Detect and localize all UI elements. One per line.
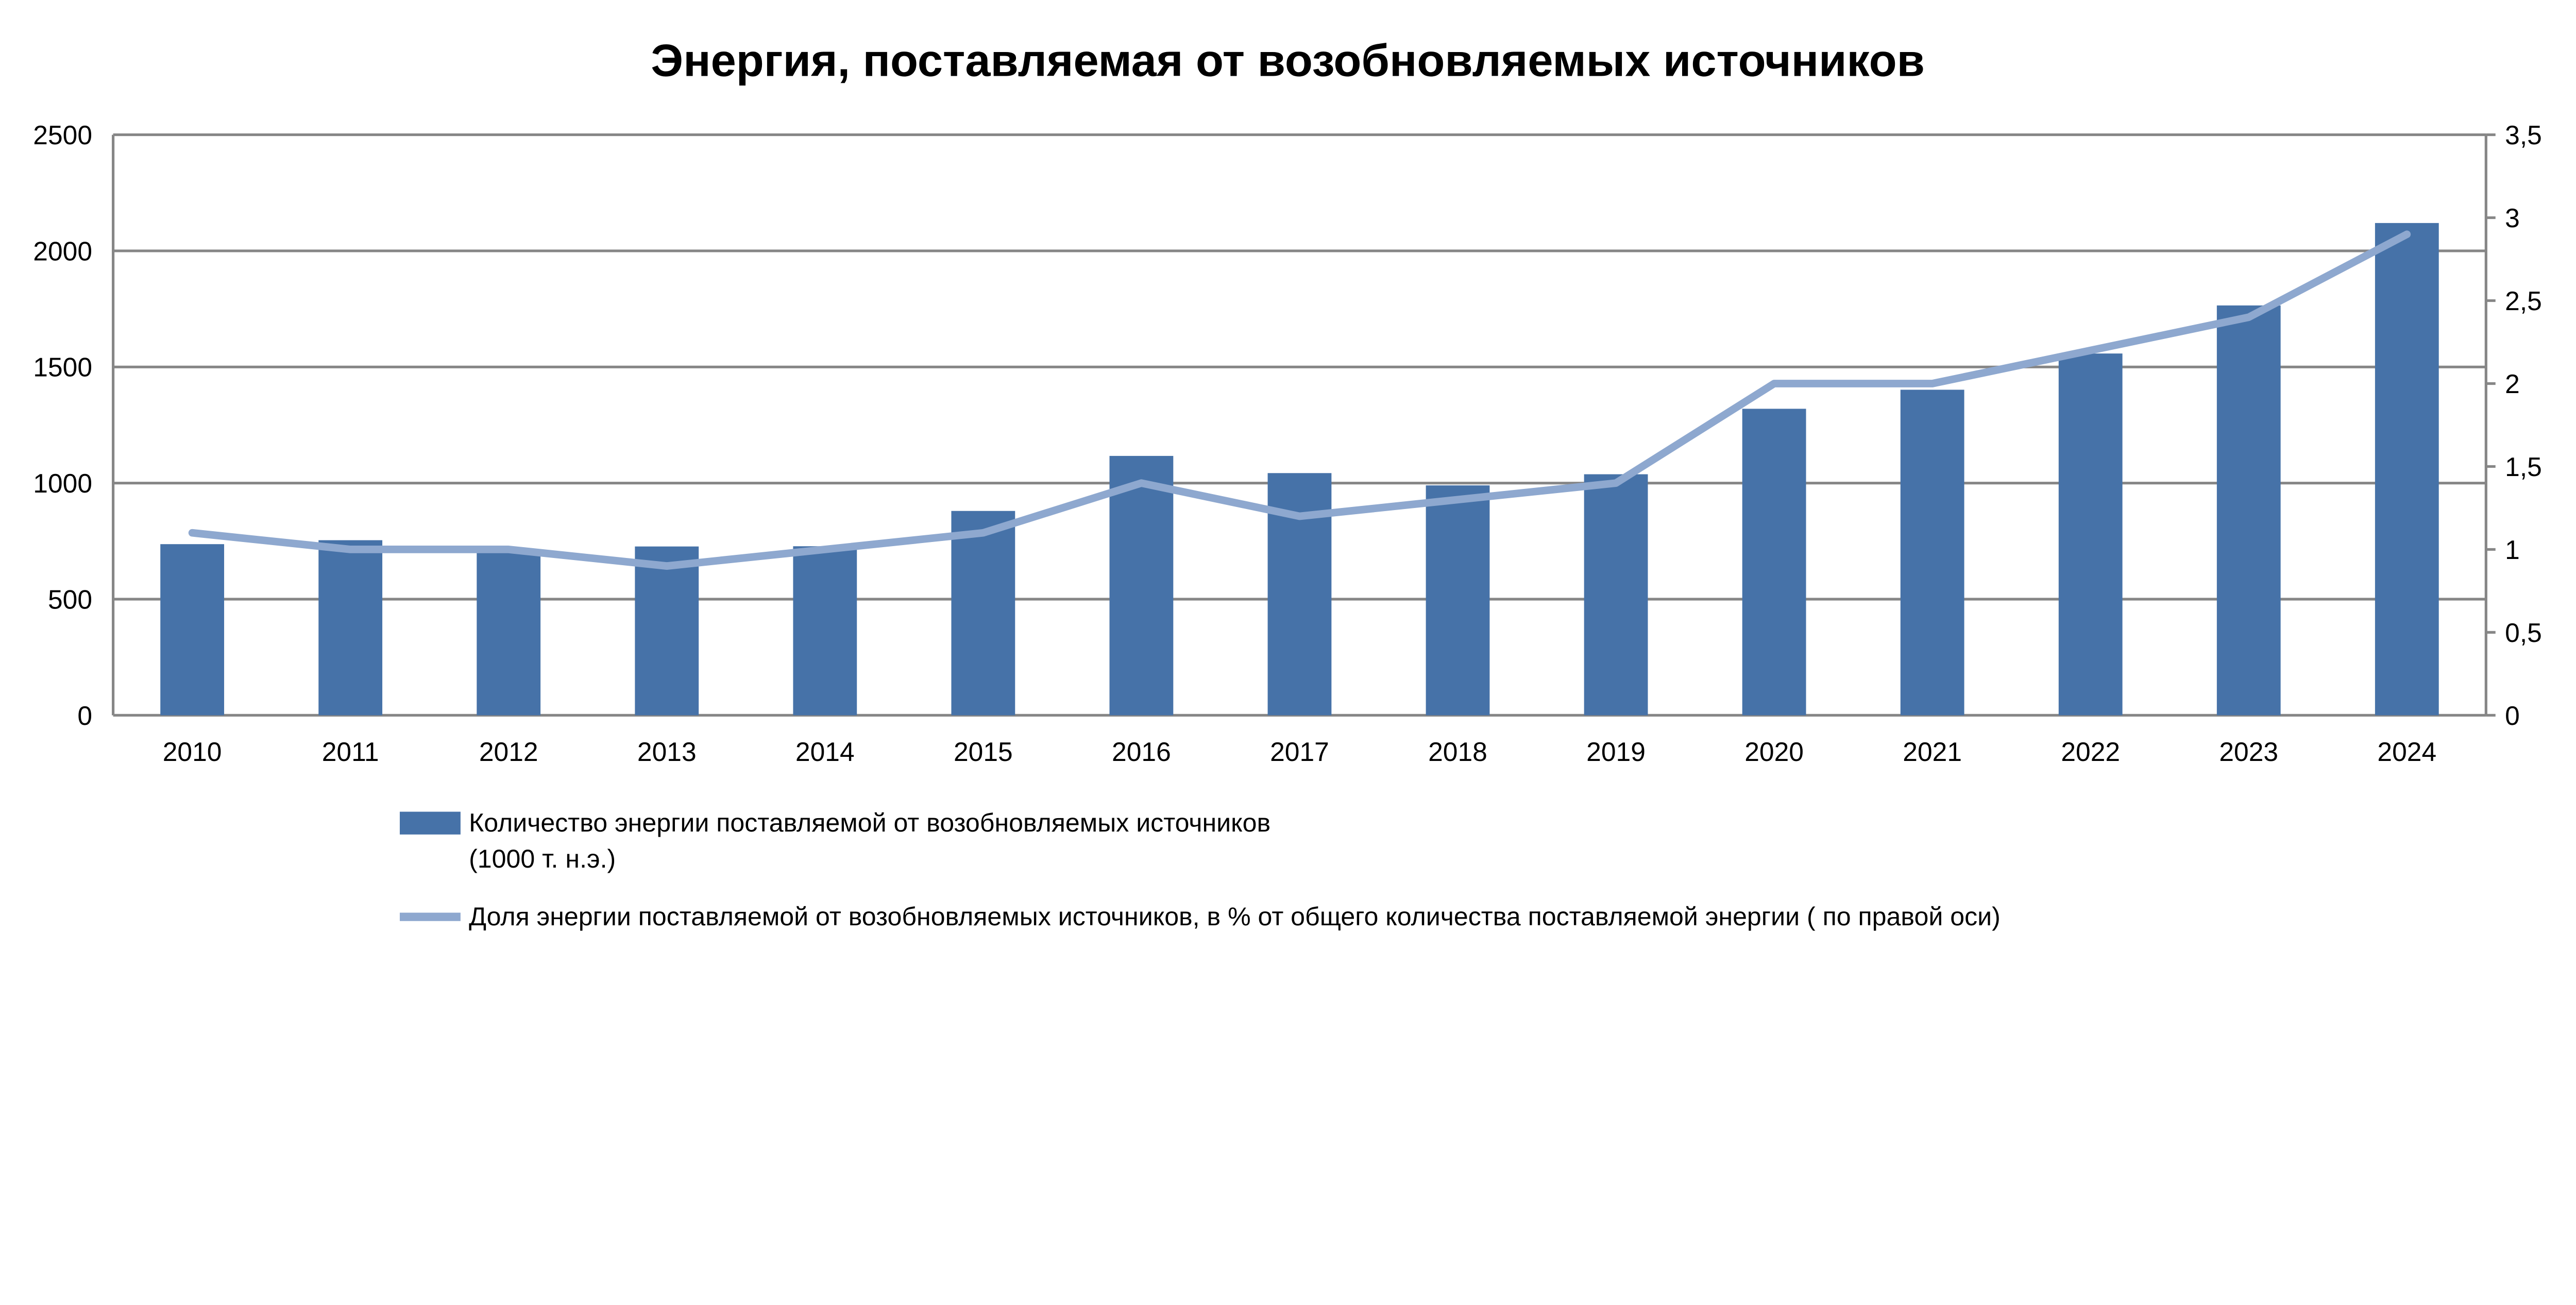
line-point-2012 (508, 549, 509, 550)
right-tick-label: 1 (2505, 535, 2520, 565)
bar-2022 (2058, 353, 2123, 716)
line-point-2015 (982, 532, 984, 533)
combo-chart: Энергия, поставляемая от возобновляемых … (33, 35, 2542, 931)
bar-2010 (160, 544, 225, 716)
x-tick-label: 2012 (479, 737, 538, 767)
bar-2013 (635, 546, 699, 716)
legend-bar-label-line2: (1000 т. н.э.) (469, 844, 616, 873)
chart-title: Энергия, поставляемая от возобновляемых … (651, 35, 1925, 86)
bar-2021 (1900, 389, 1964, 716)
x-tick-label: 2016 (1112, 737, 1171, 767)
right-tick-label: 3 (2505, 203, 2520, 233)
axes: 0 500 1000 1500 2000 2500 0 0,5 1 1,5 2 2,5 3 3,5 2010… (33, 120, 2542, 767)
x-tick-label: 2024 (2377, 737, 2436, 767)
left-tick-label: 0 (77, 701, 92, 731)
right-tick-label: 2 (2505, 369, 2520, 399)
right-tick-label: 2,5 (2505, 286, 2542, 316)
right-tick-label: 0,5 (2505, 618, 2542, 648)
bar-2015 (951, 511, 1015, 716)
bar-series (160, 223, 2439, 716)
x-tick-label: 2011 (322, 737, 379, 767)
bar-2023 (2216, 305, 2281, 716)
right-tick-label: 1,5 (2505, 452, 2542, 482)
left-tick-label: 1000 (33, 468, 92, 498)
bar-2019 (1584, 474, 1648, 716)
bar-2014 (793, 546, 857, 716)
bar-2016 (1109, 455, 1174, 716)
line-series (188, 230, 2411, 570)
legend-line-label: Доля энергии поставляемой от возобновляе… (469, 902, 2001, 931)
legend: Количество энергии поставляемой от возоб… (399, 808, 2001, 931)
legend-bar-swatch (399, 811, 461, 835)
x-tick-label: 2015 (954, 737, 1013, 767)
x-tick-label: 2010 (163, 737, 222, 767)
x-tick-label: 2023 (2219, 737, 2278, 767)
bar-2024 (2375, 223, 2439, 716)
bar-2012 (477, 550, 541, 716)
bar-2020 (1742, 409, 1806, 716)
legend-bar-label: Количество энергии поставляемой от возоб… (469, 808, 1270, 837)
left-tick-label: 1500 (33, 352, 92, 382)
bar-2018 (1426, 485, 1490, 716)
x-tick-label: 2021 (1903, 737, 1962, 767)
x-tick-label: 2018 (1428, 737, 1487, 767)
x-tick-label: 2020 (1744, 737, 1804, 767)
x-tick-label: 2013 (637, 737, 697, 767)
bar-2011 (318, 540, 383, 716)
right-tick-label: 0 (2505, 701, 2520, 731)
x-tick-label: 2022 (2061, 737, 2120, 767)
right-tick-label: 3,5 (2505, 120, 2542, 150)
left-tick-label: 500 (48, 584, 92, 614)
line-point-2021 (1931, 383, 1933, 384)
x-tick-label: 2019 (1586, 737, 1646, 767)
x-tick-label: 2017 (1270, 737, 1329, 767)
left-tick-label: 2000 (33, 236, 92, 266)
x-tick-label: 2014 (795, 737, 855, 767)
left-tick-label: 2500 (33, 120, 92, 150)
